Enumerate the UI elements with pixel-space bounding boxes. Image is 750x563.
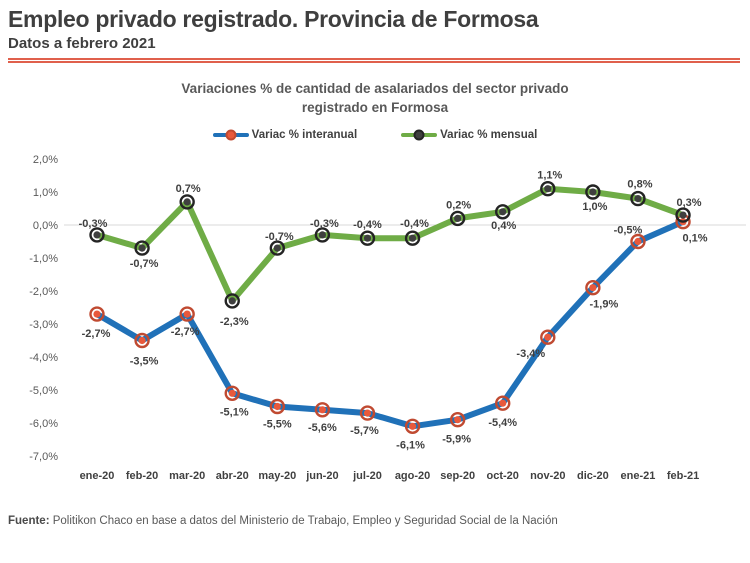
svg-text:-0,7%: -0,7% — [265, 231, 294, 243]
svg-text:-5,1%: -5,1% — [220, 406, 249, 418]
svg-text:oct-20: oct-20 — [487, 470, 519, 482]
svg-text:0,0%: 0,0% — [33, 220, 58, 232]
svg-text:-3,4%: -3,4% — [516, 348, 545, 360]
svg-text:feb-21: feb-21 — [667, 470, 699, 482]
svg-text:-7,0%: -7,0% — [29, 451, 58, 463]
svg-text:-2,3%: -2,3% — [220, 316, 249, 328]
svg-text:-5,4%: -5,4% — [488, 417, 517, 429]
svg-text:jun-20: jun-20 — [305, 470, 338, 482]
legend-item-interanual: Variac % interanual — [212, 129, 358, 142]
svg-text:-5,6%: -5,6% — [308, 422, 337, 434]
svg-text:0,1%: 0,1% — [683, 233, 708, 245]
svg-text:abr-20: abr-20 — [216, 470, 249, 482]
svg-text:-0,3%: -0,3% — [79, 218, 108, 230]
svg-text:-1,9%: -1,9% — [590, 299, 619, 311]
chart-title: Variaciones % de cantidad de asalariados… — [0, 80, 750, 118]
svg-text:ene-21: ene-21 — [621, 470, 656, 482]
svg-text:-0,3%: -0,3% — [310, 218, 339, 230]
svg-text:-4,0%: -4,0% — [29, 352, 58, 364]
svg-text:dic-20: dic-20 — [577, 470, 609, 482]
svg-text:-3,5%: -3,5% — [130, 356, 159, 368]
legend-item-mensual: Variac % mensual — [401, 129, 537, 141]
red-divider — [8, 58, 740, 61]
svg-text:1,0%: 1,0% — [33, 187, 58, 199]
page-title: Empleo privado registrado. Provincia de … — [8, 6, 539, 32]
svg-text:-0,7%: -0,7% — [130, 258, 159, 270]
svg-text:mar-20: mar-20 — [169, 470, 205, 482]
svg-text:-0,4%: -0,4% — [353, 219, 382, 231]
svg-text:-0,5%: -0,5% — [614, 225, 643, 237]
svg-text:-5,0%: -5,0% — [29, 385, 58, 397]
legend-label-interanual: Variac % interanual — [251, 129, 358, 142]
legend: Variac % interanual Variac % mensual — [0, 127, 750, 143]
svg-text:0,7%: 0,7% — [176, 183, 201, 195]
svg-text:nov-20: nov-20 — [530, 470, 565, 482]
svg-text:-6,1%: -6,1% — [396, 439, 425, 451]
svg-text:0,4%: 0,4% — [491, 220, 516, 232]
header: Empleo privado registrado. Provincia de … — [0, 0, 750, 61]
svg-text:ene-20: ene-20 — [80, 470, 115, 482]
chart-title-line1: Variaciones % de cantidad de asalariados… — [181, 81, 569, 97]
svg-text:-2,7%: -2,7% — [171, 326, 200, 338]
svg-text:1,0%: 1,0% — [582, 201, 607, 213]
interanual-line-marker-icon — [212, 129, 249, 141]
svg-text:ago-20: ago-20 — [395, 470, 430, 482]
svg-text:-6,0%: -6,0% — [29, 418, 58, 430]
source-note: Fuente: Politikon Chaco en base a datos … — [0, 515, 750, 527]
svg-text:1,1%: 1,1% — [537, 170, 562, 182]
svg-text:-5,9%: -5,9% — [442, 434, 471, 446]
svg-text:-5,5%: -5,5% — [263, 419, 292, 431]
source-text: Politikon Chaco en base a datos del Mini… — [49, 515, 558, 528]
legend-label-mensual: Variac % mensual — [440, 129, 538, 142]
line-chart: 2,0% 1,0% 0,0% -1,0% -2,0% -3,0% -4,0% -5,0% -6,… — [29, 154, 746, 482]
svg-text:-5,7%: -5,7% — [350, 425, 379, 437]
svg-text:0,2%: 0,2% — [446, 199, 471, 211]
chart-title-line2: registrado en Formosa — [301, 100, 449, 116]
page-subtitle: Datos a febrero 2021 — [8, 35, 156, 53]
svg-text:0,3%: 0,3% — [677, 197, 702, 209]
mensual-line-marker-icon — [401, 129, 438, 141]
svg-text:-1,0%: -1,0% — [29, 253, 58, 265]
svg-text:jul-20: jul-20 — [352, 470, 382, 482]
svg-text:may-20: may-20 — [258, 470, 296, 482]
svg-text:0,8%: 0,8% — [627, 179, 652, 191]
svg-text:-3,0%: -3,0% — [29, 319, 58, 331]
source-label: Fuente: — [8, 515, 50, 528]
svg-text:-2,0%: -2,0% — [29, 286, 58, 298]
svg-text:-2,7%: -2,7% — [82, 328, 111, 340]
svg-text:sep-20: sep-20 — [440, 470, 475, 482]
svg-text:-0,4%: -0,4% — [400, 218, 429, 230]
svg-text:2,0%: 2,0% — [33, 154, 58, 166]
svg-text:feb-20: feb-20 — [126, 470, 158, 482]
